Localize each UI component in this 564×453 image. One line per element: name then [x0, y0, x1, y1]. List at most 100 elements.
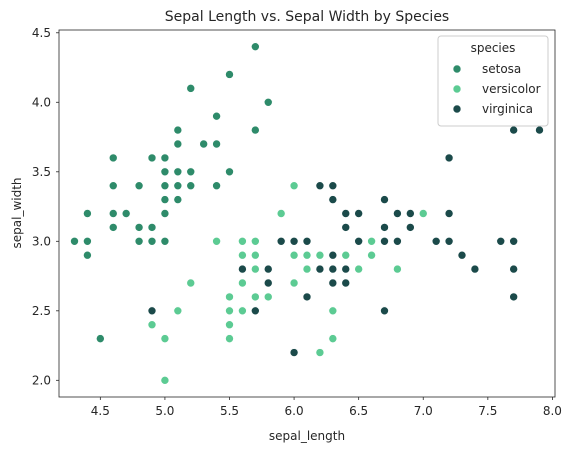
point-virginica	[341, 223, 351, 232]
point-versicolor	[225, 320, 234, 330]
point-versicolor	[160, 376, 170, 385]
point-versicolor	[328, 334, 338, 343]
point-versicolor	[276, 209, 286, 218]
point-setosa	[96, 334, 105, 343]
point-setosa	[173, 125, 183, 135]
point-setosa	[263, 97, 273, 107]
point-setosa	[147, 223, 157, 232]
point-setosa	[160, 181, 170, 190]
x-tick-label: 7.0	[414, 404, 433, 418]
point-virginica	[380, 223, 389, 232]
point-setosa	[108, 153, 118, 163]
point-setosa	[186, 181, 196, 190]
point-virginica	[341, 209, 351, 218]
point-virginica	[315, 181, 325, 190]
x-tick-label: 6.5	[349, 404, 368, 418]
point-setosa	[121, 209, 131, 218]
point-virginica	[302, 292, 312, 302]
point-virginica	[328, 250, 338, 260]
point-virginica	[496, 237, 506, 246]
point-setosa	[83, 250, 92, 260]
legend-marker-versicolor	[452, 84, 462, 94]
point-setosa	[147, 153, 157, 163]
point-virginica	[509, 125, 518, 135]
point-versicolor	[315, 348, 325, 357]
point-versicolor	[147, 320, 157, 330]
y-tick-label: 4.5	[32, 26, 51, 40]
point-setosa	[108, 223, 118, 232]
point-versicolor	[212, 237, 221, 246]
point-virginica	[251, 306, 260, 316]
x-tick-label: 6.0	[285, 404, 304, 418]
point-versicolor	[173, 306, 183, 316]
point-virginica	[444, 209, 454, 218]
point-versicolor	[225, 292, 234, 302]
legend-label-virginica: virginica	[482, 102, 533, 116]
point-virginica	[289, 237, 299, 246]
point-setosa	[83, 209, 92, 218]
point-versicolor	[225, 306, 234, 316]
y-tick-label: 4.0	[32, 95, 51, 109]
point-virginica	[328, 195, 338, 204]
point-versicolor	[367, 250, 376, 260]
point-versicolor	[225, 334, 234, 343]
point-versicolor	[341, 250, 351, 260]
legend-marker-virginica	[452, 104, 462, 114]
point-virginica	[393, 209, 402, 218]
point-setosa	[83, 237, 92, 246]
point-virginica	[341, 278, 351, 288]
point-virginica	[289, 348, 299, 357]
point-virginica	[238, 264, 247, 274]
point-versicolor	[354, 264, 363, 274]
point-versicolor	[251, 292, 260, 302]
point-versicolor	[367, 237, 376, 246]
point-versicolor	[251, 250, 260, 260]
point-setosa	[108, 209, 118, 218]
point-setosa	[160, 195, 170, 204]
point-setosa	[251, 125, 260, 135]
point-versicolor	[186, 278, 196, 288]
x-tick-label: 4.5	[91, 404, 110, 418]
point-setosa	[212, 111, 221, 121]
point-virginica	[457, 250, 467, 260]
chart-title: Sepal Length vs. Sepal Width by Species	[165, 9, 449, 25]
x-axis: 4.5 5.0 5.5 6.0 6.5 7.0 7.5 8.0	[91, 397, 562, 418]
point-virginica	[328, 264, 338, 274]
point-setosa	[160, 237, 170, 246]
point-virginica	[509, 237, 518, 246]
x-tick-label: 8.0	[543, 404, 562, 418]
point-virginica	[406, 209, 415, 218]
point-versicolor	[289, 278, 299, 288]
point-setosa	[134, 223, 144, 232]
point-virginica	[535, 125, 544, 135]
point-setosa	[134, 181, 144, 190]
x-tick-label: 5.5	[220, 404, 239, 418]
legend-label-setosa: setosa	[482, 62, 521, 76]
point-virginica	[380, 306, 389, 316]
point-versicolor	[251, 237, 260, 246]
point-virginica	[444, 153, 454, 163]
point-virginica	[380, 195, 389, 204]
point-virginica	[354, 237, 363, 246]
point-versicolor	[418, 209, 428, 218]
point-versicolor	[238, 250, 247, 260]
y-axis-title: sepal_width	[10, 177, 24, 248]
point-setosa	[212, 181, 221, 190]
point-virginica	[406, 223, 415, 232]
point-setosa	[160, 153, 170, 163]
y-tick-label: 2.5	[32, 304, 51, 318]
point-setosa	[173, 139, 183, 149]
point-virginica	[315, 264, 325, 274]
point-virginica	[328, 278, 338, 288]
point-versicolor	[238, 278, 247, 288]
y-axis: 2.0 2.5 3.0 3.5 4.0 4.5	[32, 26, 59, 387]
point-versicolor	[238, 306, 247, 316]
data-points	[70, 42, 544, 385]
point-versicolor	[302, 264, 312, 274]
point-setosa	[160, 209, 170, 218]
point-virginica	[328, 181, 338, 190]
point-versicolor	[315, 250, 325, 260]
point-setosa	[186, 167, 196, 177]
